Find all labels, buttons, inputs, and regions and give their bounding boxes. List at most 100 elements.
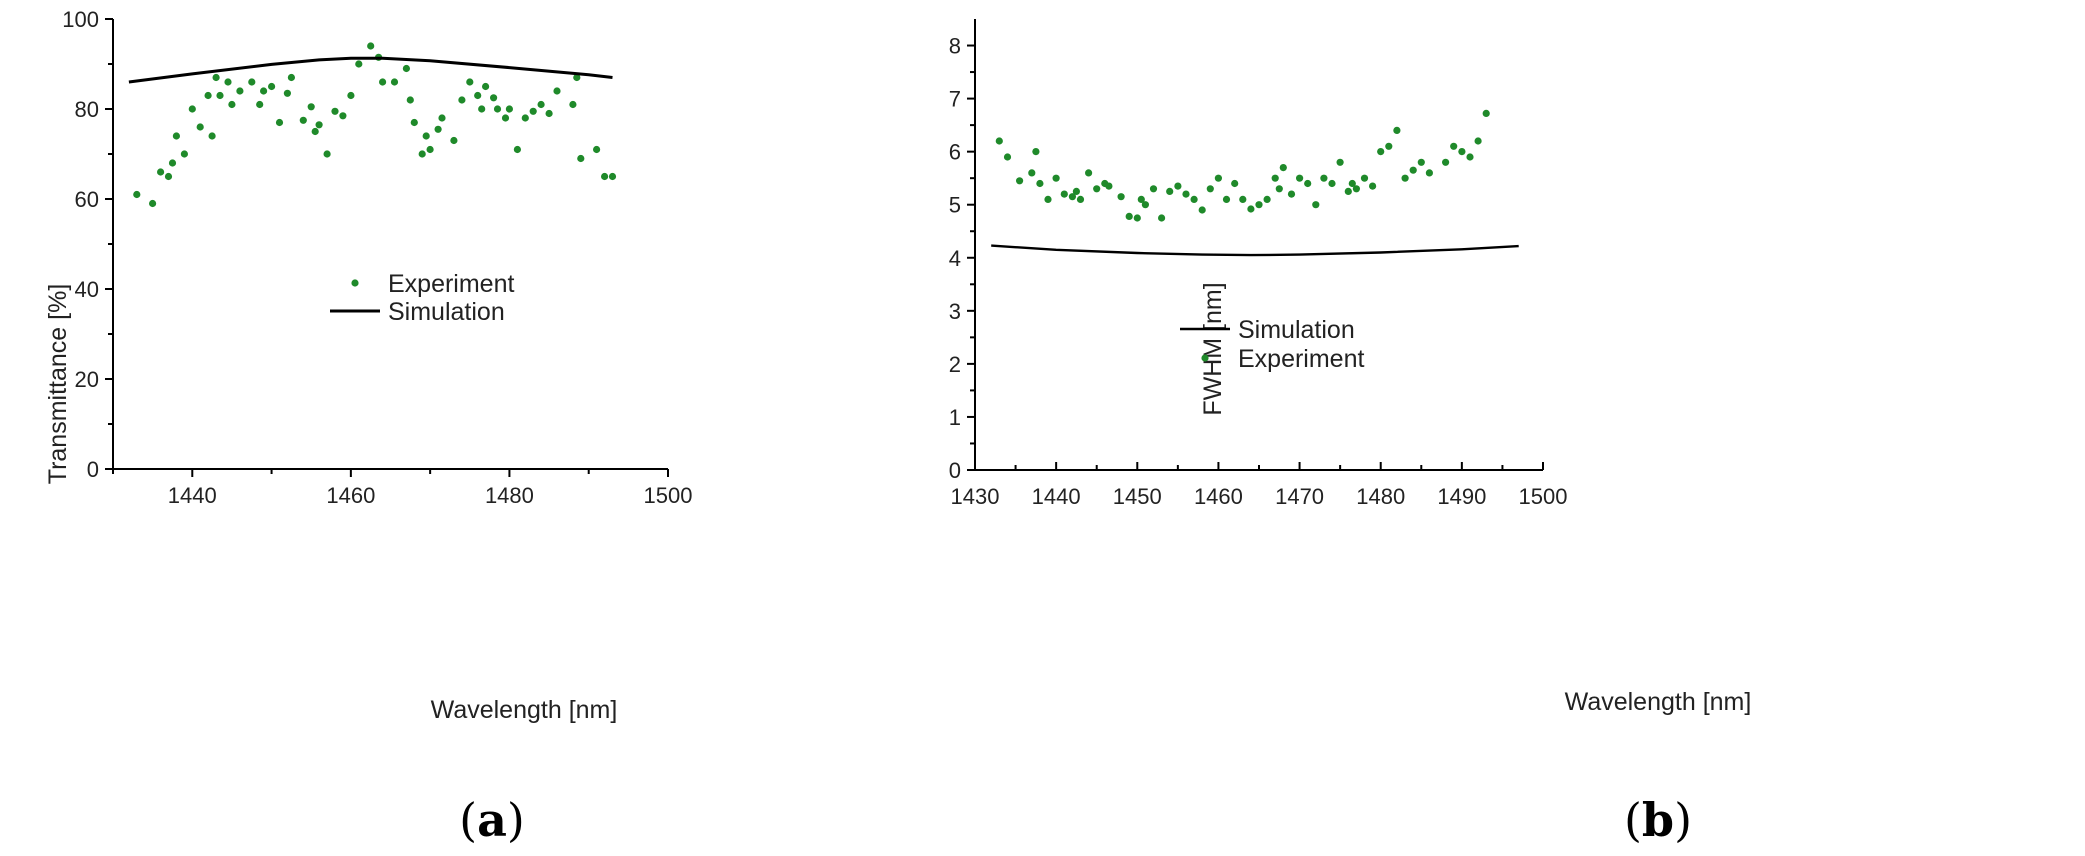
experiment-point-a [426,145,434,154]
experiment-point-b [1352,185,1360,193]
x-axis-title-b: Wavelength [nm] [1565,688,1752,716]
experiment-point-b [1263,195,1271,203]
experiment-point-a [331,107,339,115]
experiment-point-b [1287,190,1296,198]
x-tick-label-b: 1490 [1437,484,1486,509]
experiment-point-a [339,112,347,120]
experiment-point-b [995,137,1003,145]
experiment-point-b [1450,142,1458,150]
experiment-point-b [1125,212,1133,220]
experiment-point-b [1174,182,1182,190]
experiment-point-a [228,100,236,109]
legend-experiment-swatch-b [1201,354,1209,362]
experiment-point-b [1052,174,1060,182]
legend-label-simulation-b: Simulation [1238,316,1355,344]
experiment-point-b [1474,137,1482,145]
experiment-point-a [450,136,458,145]
y-tick-label-a: 60 [75,187,99,212]
y-tick-label-b: 1 [949,405,961,430]
experiment-point-a [196,123,204,131]
experiment-point-b [1222,195,1231,203]
experiment-point-a [593,145,601,154]
experiment-point-b [1133,214,1141,222]
experiment-point-b [1348,179,1356,188]
experiment-point-a [410,118,418,127]
x-tick-label-b: 1480 [1356,484,1405,509]
y-tick-label-b: 0 [949,458,961,483]
experiment-point-a [164,172,173,181]
y-tick-label-a: 40 [75,277,99,302]
experiment-point-a [256,100,264,109]
experiment-point-a [458,96,466,104]
panel-label-b-open: ( [1624,793,1642,847]
panel-label-a: (a) [459,793,525,847]
experiment-point-a [438,114,446,122]
experiment-point-a [402,64,410,73]
experiment-point-b [1105,182,1113,190]
experiment-point-b [1466,153,1474,161]
experiment-point-a [287,73,295,82]
y-tick-label-a: 0 [87,457,99,482]
experiment-point-b [1271,174,1279,182]
experiment-point-a [212,73,220,82]
experiment-point-b [1239,195,1247,203]
experiment-point-a [268,82,276,91]
experiment-point-b [1182,190,1190,198]
experiment-point-a [521,114,529,122]
experiment-point-b [1425,169,1433,177]
y-tick-label-b: 4 [949,246,961,271]
experiment-point-a [157,168,165,176]
experiment-point-b [1344,187,1352,195]
experiment-point-a [172,132,180,140]
experiment-point-b [1198,206,1206,214]
experiment-point-a [390,78,399,86]
experiment-point-a [180,150,188,158]
experiment-point-b [1320,174,1328,182]
experiment-point-a [501,114,510,122]
experiment-point-a [149,199,157,208]
experiment-point-a [379,78,387,86]
experiment-point-a [573,73,581,82]
y-tick-label-b: 8 [949,34,961,59]
experiment-point-a [224,78,232,86]
y-tick-label-b: 5 [949,193,961,218]
experiment-point-b [1231,179,1239,188]
x-tick-label-b: 1470 [1275,484,1324,509]
legend-label-experiment-b: Experiment [1238,345,1364,373]
experiment-point-b [1028,169,1036,177]
panel-label-a-letter: a [477,793,507,847]
experiment-point-b [1328,179,1336,188]
experiment-point-b [1304,179,1312,188]
experiment-point-a [307,103,315,111]
experiment-point-a [311,127,319,136]
experiment-point-b [1060,190,1068,198]
experiment-point-a [418,150,426,158]
experiment-point-b [1158,214,1166,222]
experiment-point-b [1068,193,1076,201]
experiment-point-a [406,96,414,104]
experiment-point-a [577,154,585,163]
experiment-point-b [1003,153,1012,161]
x-tick-label-a: 1440 [168,483,217,508]
x-tick-label-b: 1450 [1113,484,1162,509]
experiment-point-b [1417,158,1425,166]
experiment-point-a [216,91,224,100]
panel-label-a-open: ( [459,793,477,847]
simulation-line-b [991,244,1519,257]
experiment-point-b [1016,177,1024,185]
experiment-point-a [248,78,256,86]
experiment-point-b [1247,205,1255,213]
y-axis-title-a: Transmittance [%] [44,284,72,485]
experiment-point-a [505,105,513,113]
experiment-point-a [323,150,331,158]
chart-panel-b: 1430 1440 1450 1460 1470 1480 1490 1500 0 1 2 3 4 5 6 7… [949,19,1752,847]
experiment-point-b [1036,179,1044,188]
plot-area-b: 1430 1440 1450 1460 1470 1480 1490 1500 0 1 2 3 4 5 6 7… [949,19,1567,509]
experiment-point-b [1442,158,1450,166]
y-tick-label-a: 20 [75,367,99,392]
experiment-point-a [466,78,474,86]
experiment-point-a [537,100,545,109]
x-tick-label-a: 1500 [644,483,693,508]
experiment-point-b [1275,185,1283,193]
legend-label-experiment-a: Experiment [388,270,514,298]
